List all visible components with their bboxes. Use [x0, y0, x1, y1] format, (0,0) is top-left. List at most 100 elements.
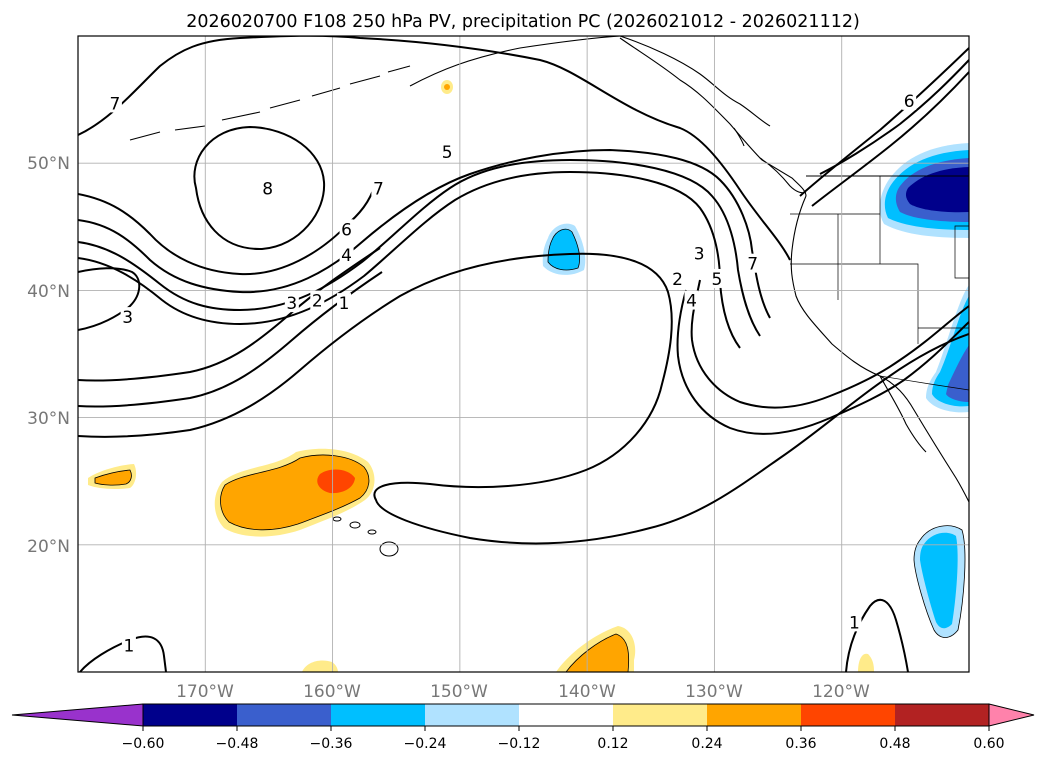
lon-label: 140°W: [558, 682, 616, 702]
pv-contour-7: [78, 36, 791, 276]
lat-label: 30°N: [27, 409, 70, 429]
pv-contour-8: [193, 125, 326, 251]
colorbar-tick-label: −0.60: [122, 736, 165, 752]
contour-label: 6: [341, 220, 352, 240]
precip-negative-region: [946, 345, 969, 402]
colorbar-segment: [143, 704, 238, 726]
haida-gwaii: [733, 127, 745, 147]
vancouver-island: [759, 157, 807, 194]
precip-outline: [94, 469, 132, 486]
lon-label: 120°W: [812, 682, 870, 702]
colorbar-segment: [613, 704, 708, 726]
colorbar-tick-label: 0.24: [691, 736, 722, 752]
lon-label: 170°W: [176, 682, 234, 702]
precip-positive-region: [317, 469, 355, 494]
precip-positive-region: [302, 660, 338, 672]
precip-positive-region: [566, 634, 629, 672]
contour-label-gap: [121, 635, 136, 655]
colorbar-tick-label: −0.24: [404, 736, 447, 752]
contour-label: 7: [109, 94, 120, 114]
lat-label: 40°N: [27, 282, 70, 302]
contour-label: 3: [122, 308, 133, 328]
colorbar-segment: [331, 704, 426, 726]
precip-negative-region: [548, 229, 580, 270]
colorbar-segment: [425, 704, 520, 726]
lon-label: 130°W: [685, 682, 743, 702]
latitude-labels: 50°N 40°N 30°N 20°N: [27, 154, 70, 557]
contour-label-gap: [371, 178, 386, 198]
contour-label: 3: [286, 294, 297, 314]
colorbar-tick-label: 0.60: [973, 736, 1004, 752]
colorbar-tick-label: −0.12: [498, 736, 541, 752]
lat-label: 50°N: [27, 154, 70, 174]
precip-outline: [565, 633, 630, 672]
contour-label-gap: [339, 244, 354, 264]
contour-label: 1: [339, 294, 350, 314]
colorbar-segment: [237, 704, 332, 726]
colorbar-tick-label: 0.48: [879, 736, 910, 752]
hawaiian-islands: [332, 516, 399, 557]
colorbar-extend-max: [988, 703, 1035, 727]
map-background: [78, 36, 969, 672]
colorbar-tick-label: −0.36: [310, 736, 353, 752]
contour-label-gap: [692, 243, 707, 263]
contour-label: 1: [124, 636, 135, 656]
north-america-west-coastline: [790, 195, 969, 503]
contour-label-gap: [310, 290, 325, 310]
us-mexico-border: [879, 375, 969, 391]
precip-outline: [220, 454, 370, 531]
contour-label-gap: [107, 93, 122, 113]
island-outline: [379, 541, 399, 557]
contour-label-gap: [260, 178, 275, 198]
alaska-panhandle-coastline: [619, 37, 807, 197]
contour-label-gap: [339, 219, 354, 239]
pv-contour-4: [78, 71, 969, 349]
colorbar-frame: [142, 703, 990, 727]
colorbar-extend-min: [11, 703, 144, 727]
precip-outline: [913, 525, 966, 638]
longitude-labels: 170°W 160°W 150°W 140°W 130°W 120°W: [176, 682, 870, 702]
contour-label: 7: [747, 255, 758, 275]
contour-label: 6: [904, 92, 915, 112]
contour-label-gap: [709, 268, 724, 288]
pv-contour-1: [78, 252, 969, 545]
chart-title: 2026020700 F108 250 hPa PV, precipitatio…: [186, 12, 860, 32]
colorbar-tick-label: 0.36: [785, 736, 816, 752]
pv-contour-2: [78, 271, 969, 435]
baja-california-coastline: [879, 375, 927, 453]
aleutian-islands: [129, 65, 411, 141]
contour-label: 7: [373, 180, 384, 200]
contour-label-gap: [284, 293, 299, 313]
contour-label-gap: [670, 268, 685, 288]
colorbar-segment: [895, 704, 990, 726]
lon-label: 160°W: [303, 682, 361, 702]
lat-label: 20°N: [27, 537, 70, 557]
contour-label: 5: [442, 143, 453, 163]
colorbar: −0.60 −0.48 −0.36 −0.24 −0.12 0.12 0.24 0.36 0.4…: [11, 703, 1035, 752]
contour-label-gap: [120, 307, 135, 327]
contour-label: 4: [686, 292, 697, 312]
precip-positive-region: [858, 653, 874, 672]
colorbar-segment: [801, 704, 896, 726]
contour-label: 8: [262, 180, 273, 200]
map-frame: [77, 35, 970, 673]
contour-label: 5: [712, 270, 723, 290]
contour-label: 2: [672, 270, 683, 290]
us-state-borders: [790, 176, 969, 344]
contour-label: 2: [312, 292, 323, 312]
contour-label-gap: [745, 253, 760, 273]
contour-label-gap: [337, 293, 352, 313]
precip-negative-region: [920, 532, 958, 629]
contour-label-gap: [440, 141, 455, 161]
colorbar-segment: [707, 704, 802, 726]
lon-label: 150°W: [430, 682, 488, 702]
precip-positive-region: [95, 470, 132, 486]
contour-label: 4: [341, 246, 352, 266]
pv-contour-1: [845, 598, 909, 672]
precip-positive-region: [444, 84, 450, 90]
colorbar-segment: [519, 704, 614, 726]
island-outline: [349, 521, 361, 529]
